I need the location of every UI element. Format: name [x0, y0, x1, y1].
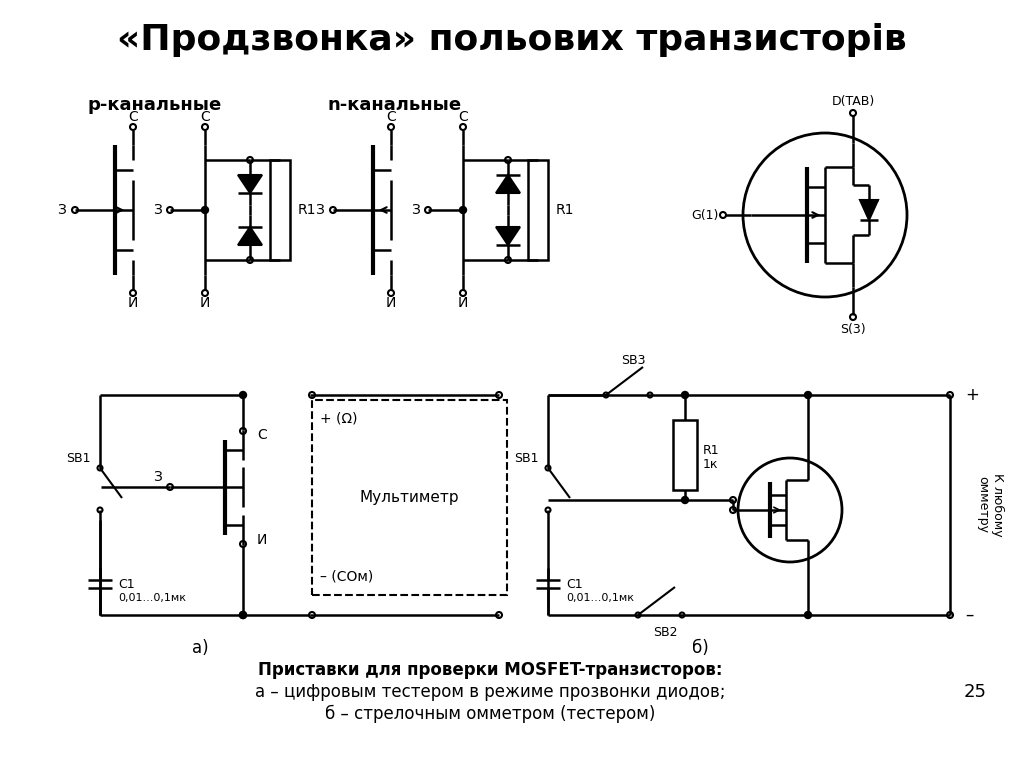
Text: С: С	[257, 428, 266, 442]
Text: Мультиметр: Мультиметр	[359, 490, 460, 505]
Circle shape	[202, 206, 209, 213]
Text: «Продзвонка» польових транзисторів: «Продзвонка» польових транзисторів	[117, 23, 907, 57]
Text: Приставки для проверки MOSFET-транзисторов:: Приставки для проверки MOSFET-транзистор…	[258, 661, 722, 679]
Circle shape	[682, 391, 688, 399]
Text: С: С	[128, 110, 138, 124]
Text: И: И	[257, 533, 267, 547]
Text: С: С	[200, 110, 210, 124]
Polygon shape	[238, 175, 262, 193]
Text: 0,01...0,1мк: 0,01...0,1мк	[566, 593, 634, 603]
Text: З: З	[315, 203, 325, 217]
Text: S(3): S(3)	[840, 322, 866, 335]
Text: а): а)	[191, 639, 208, 657]
Text: И: И	[128, 296, 138, 310]
Circle shape	[240, 611, 247, 618]
Text: SB1: SB1	[66, 452, 90, 465]
Circle shape	[240, 611, 247, 618]
Circle shape	[805, 611, 811, 618]
Text: +: +	[965, 386, 979, 404]
Text: 1к: 1к	[703, 459, 719, 472]
Text: С: С	[386, 110, 396, 124]
Text: б): б)	[691, 639, 709, 657]
Bar	[270, 160, 290, 260]
Text: И: И	[386, 296, 396, 310]
Text: р-канальные: р-канальные	[88, 96, 222, 114]
Text: R1: R1	[556, 203, 574, 217]
Text: D(TAB): D(TAB)	[831, 94, 874, 107]
Text: SB1: SB1	[514, 452, 539, 465]
Text: – (СОм): – (СОм)	[319, 570, 374, 584]
Polygon shape	[238, 227, 262, 245]
Text: а – цифровым тестером в режиме прозвонки диодов;: а – цифровым тестером в режиме прозвонки…	[255, 683, 725, 701]
Polygon shape	[496, 227, 520, 245]
Text: С: С	[458, 110, 468, 124]
Text: G(1): G(1)	[691, 209, 719, 222]
Circle shape	[460, 206, 467, 213]
Text: З: З	[154, 470, 163, 484]
Circle shape	[240, 391, 247, 399]
Bar	[528, 160, 548, 260]
Text: И: И	[458, 296, 468, 310]
Polygon shape	[860, 200, 878, 220]
Text: R1: R1	[298, 203, 316, 217]
Text: C1: C1	[566, 578, 583, 591]
Text: SB2: SB2	[652, 627, 677, 640]
Text: C1: C1	[118, 578, 134, 591]
Bar	[312, 400, 507, 595]
Text: –: –	[965, 606, 974, 624]
Text: б – стрелочным омметром (тестером): б – стрелочным омметром (тестером)	[325, 705, 655, 723]
Text: 0,01...0,1мк: 0,01...0,1мк	[118, 593, 186, 603]
Text: З: З	[411, 203, 420, 217]
Text: n-канальные: n-канальные	[328, 96, 462, 114]
Text: SB3: SB3	[621, 354, 645, 367]
Text: З: З	[57, 203, 67, 217]
Text: И: И	[200, 296, 210, 310]
Circle shape	[682, 496, 688, 503]
Text: З: З	[153, 203, 162, 217]
Text: 25: 25	[964, 683, 986, 701]
Text: R1: R1	[703, 443, 720, 456]
Polygon shape	[496, 175, 520, 193]
Text: + (Ω): + (Ω)	[319, 411, 357, 425]
Bar	[673, 420, 697, 490]
Circle shape	[805, 391, 811, 399]
Text: К любому
омметру: К любому омметру	[976, 473, 1005, 537]
